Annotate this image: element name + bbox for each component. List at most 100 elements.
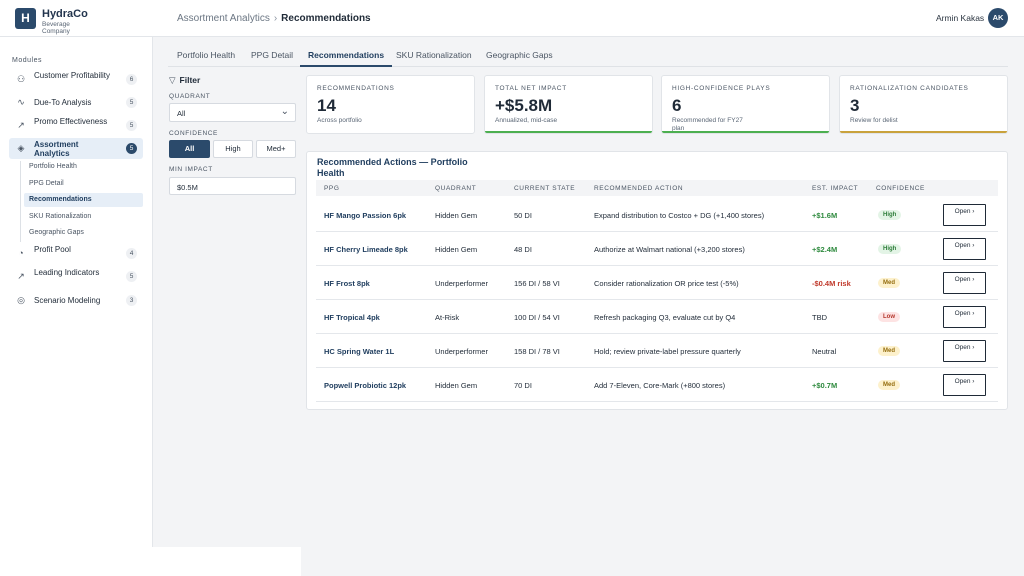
sidebar-item-badge: 5 xyxy=(126,97,137,108)
min-impact-value: $0.5M xyxy=(177,183,198,192)
cell-ppg[interactable]: HF Frost 8pk xyxy=(324,279,370,288)
cell-recommended-action: Expand distribution to Costco + DG (+1,4… xyxy=(594,211,765,220)
tab-portfolio-health[interactable]: Portfolio Health xyxy=(177,50,236,60)
subnav-guide-line xyxy=(20,161,21,242)
sidebar-item-badge: 3 xyxy=(126,295,137,306)
kpi-card-rationalization-candidates: RATIONALIZATION CANDIDATES 3 Review for … xyxy=(839,75,1008,134)
confidence-label: CONFIDENCE xyxy=(169,130,218,137)
table-row[interactable]: HF Tropical 4pk At-Risk 100 DI / 54 VI Refr… xyxy=(316,300,998,334)
confidence-all-button[interactable]: All xyxy=(169,140,210,158)
confidence-badge: Med xyxy=(878,278,900,288)
cell-ppg[interactable]: HF Tropical 4pk xyxy=(324,313,380,322)
sidebar-item-assortment-analytics[interactable]: ◈ Assortment Analytics 5 xyxy=(9,138,143,159)
sidebar-item-profit-pool[interactable]: ◔ Profit Pool 4 xyxy=(9,243,143,263)
sidebar-item-label: Leading Indicators xyxy=(34,268,100,277)
sidebar-item-label: Assortment Analytics xyxy=(34,140,79,158)
tab-bar: Portfolio Health PPG Detail Recommendati… xyxy=(168,45,1008,67)
open-row-button[interactable]: Open › xyxy=(943,374,986,396)
footer-blank xyxy=(0,547,301,576)
kpi-subtext: Annualized, mid-case xyxy=(495,117,558,124)
tab-ppg-detail[interactable]: PPG Detail xyxy=(251,50,294,60)
tab-sku-rationalization[interactable]: SKU Rationalization xyxy=(396,50,472,60)
confidence-med-plus-button[interactable]: Med+ xyxy=(256,140,296,158)
breadcrumb-separator-icon: › xyxy=(273,13,278,24)
column-header-recommended-action: RECOMMENDED ACTION xyxy=(594,185,684,192)
subnav-geographic-gaps[interactable]: Geographic Gaps xyxy=(29,229,84,236)
cell-ppg[interactable]: HC Spring Water 1L xyxy=(324,347,395,356)
kpi-accent-bar xyxy=(840,131,1007,133)
quadrant-select[interactable]: All ⌄ xyxy=(169,103,296,122)
confidence-badge: High xyxy=(878,244,902,254)
confidence-badge: Med xyxy=(878,380,900,390)
subnav-recommendations[interactable]: Recommendations xyxy=(24,193,143,207)
sidebar-item-badge: 4 xyxy=(126,248,137,259)
users-icon: ⚇ xyxy=(16,74,26,84)
cell-ppg[interactable]: Popwell Probiotic 12pk xyxy=(324,381,407,390)
sidebar-item-leading-indicators[interactable]: ↗ Leading Indicators 5 xyxy=(9,266,143,286)
kpi-accent-bar xyxy=(485,131,652,133)
sidebar-item-badge: 5 xyxy=(126,271,137,282)
tab-geographic-gaps[interactable]: Geographic Gaps xyxy=(486,50,553,60)
subnav-portfolio-health[interactable]: Portfolio Health xyxy=(29,163,77,170)
sidebar-item-customer-profitability[interactable]: ⚇ Customer Profitability 6 xyxy=(9,69,143,89)
activity-icon: ∿ xyxy=(17,97,25,107)
cell-ppg[interactable]: HF Cherry Limeade 8pk xyxy=(324,245,408,254)
kpi-label: HIGH-CONFIDENCE PLAYS xyxy=(672,85,771,92)
table-row[interactable]: HF Cherry Limeade 8pk Hidden Gem 48 DI Auth… xyxy=(316,232,998,266)
table-row[interactable]: HF Mango Passion 6pk Hidden Gem 50 DI Expan… xyxy=(316,198,998,232)
kpi-subtext: Across portfolio xyxy=(317,117,362,124)
cell-quadrant: At-Risk xyxy=(435,313,460,322)
tab-recommendations[interactable]: Recommendations xyxy=(300,50,393,67)
cell-current-state: 48 DI xyxy=(514,245,532,254)
table-row[interactable]: Popwell Probiotic 12pk Hidden Gem 70 DI Add… xyxy=(316,368,998,402)
sidebar-item-due-to-analysis[interactable]: ∿ Due-To Analysis 5 xyxy=(9,95,143,109)
kpi-value: 14 xyxy=(317,96,336,115)
sidebar-item-label: Profit Pool xyxy=(34,245,71,254)
cell-quadrant: Hidden Gem xyxy=(435,381,478,390)
quadrant-label: QUADRANT xyxy=(169,93,211,100)
open-row-button[interactable]: Open › xyxy=(943,306,986,328)
confidence-badge: High xyxy=(878,210,902,220)
kpi-card-total-net-impact: TOTAL NET IMPACT +$5.8M Annualized, mid-… xyxy=(484,75,653,134)
panel-title: Recommended Actions — Portfolio Health xyxy=(317,157,468,178)
cell-recommended-action: Hold; review private-label pressure quar… xyxy=(594,347,741,356)
cell-ppg[interactable]: HF Mango Passion 6pk xyxy=(324,211,407,220)
cell-quadrant: Hidden Gem xyxy=(435,245,478,254)
trending-up-icon: ↗ xyxy=(17,120,25,130)
filter-heading: ▽ Filter xyxy=(169,75,200,86)
cell-current-state: 70 DI xyxy=(514,381,532,390)
cell-quadrant: Underperformer xyxy=(435,279,488,288)
kpi-label: RATIONALIZATION CANDIDATES xyxy=(850,85,969,92)
column-header-confidence: CONFIDENCE xyxy=(876,185,925,192)
subnav-sku-rationalization[interactable]: SKU Rationalization xyxy=(29,213,92,220)
cell-current-state: 158 DI / 78 VI xyxy=(514,347,560,356)
open-row-button[interactable]: Open › xyxy=(943,204,986,226)
pie-chart-icon: ◔ xyxy=(18,248,24,258)
cell-recommended-action: Consider rationalization OR price test (… xyxy=(594,279,739,288)
confidence-high-button[interactable]: High xyxy=(213,140,253,158)
sidebar-heading: Modules xyxy=(12,57,42,64)
cell-est-impact: +$0.7M xyxy=(812,381,838,390)
table-row[interactable]: HC Spring Water 1L Underperformer 158 DI /… xyxy=(316,334,998,368)
kpi-label: RECOMMENDATIONS xyxy=(317,85,395,92)
table-row[interactable]: HF Frost 8pk Underperformer 156 DI / 58 VI… xyxy=(316,266,998,300)
user-name[interactable]: Armin Kakas xyxy=(936,13,985,23)
filter-title-text: Filter xyxy=(179,75,201,85)
open-row-button[interactable]: Open › xyxy=(943,238,986,260)
column-header-ppg: PPG xyxy=(324,185,340,192)
breadcrumb-parent[interactable]: Assortment Analytics xyxy=(177,13,270,24)
min-impact-label: MIN IMPACT xyxy=(169,166,213,173)
subnav-ppg-detail[interactable]: PPG Detail xyxy=(29,180,64,187)
column-header-quadrant: QUADRANT xyxy=(435,185,477,192)
cell-est-impact: -$0.4M risk xyxy=(812,279,851,288)
brand-logo[interactable]: H xyxy=(15,8,36,29)
sidebar-item-promo-effectiveness[interactable]: ↗ Promo Effectiveness 5 xyxy=(9,115,143,135)
open-row-button[interactable]: Open › xyxy=(943,272,986,294)
open-row-button[interactable]: Open › xyxy=(943,340,986,362)
column-header-current-state: CURRENT STATE xyxy=(514,185,576,192)
avatar[interactable]: AK xyxy=(988,8,1008,28)
kpi-card-high-confidence-plays: HIGH-CONFIDENCE PLAYS 6 Recommended for … xyxy=(661,75,830,134)
kpi-card-recommendations: RECOMMENDATIONS 14 Across portfolio xyxy=(306,75,475,134)
sidebar-item-scenario-modeling[interactable]: ◎ Scenario Modeling 3 xyxy=(9,293,143,307)
min-impact-input[interactable]: $0.5M xyxy=(169,177,296,195)
